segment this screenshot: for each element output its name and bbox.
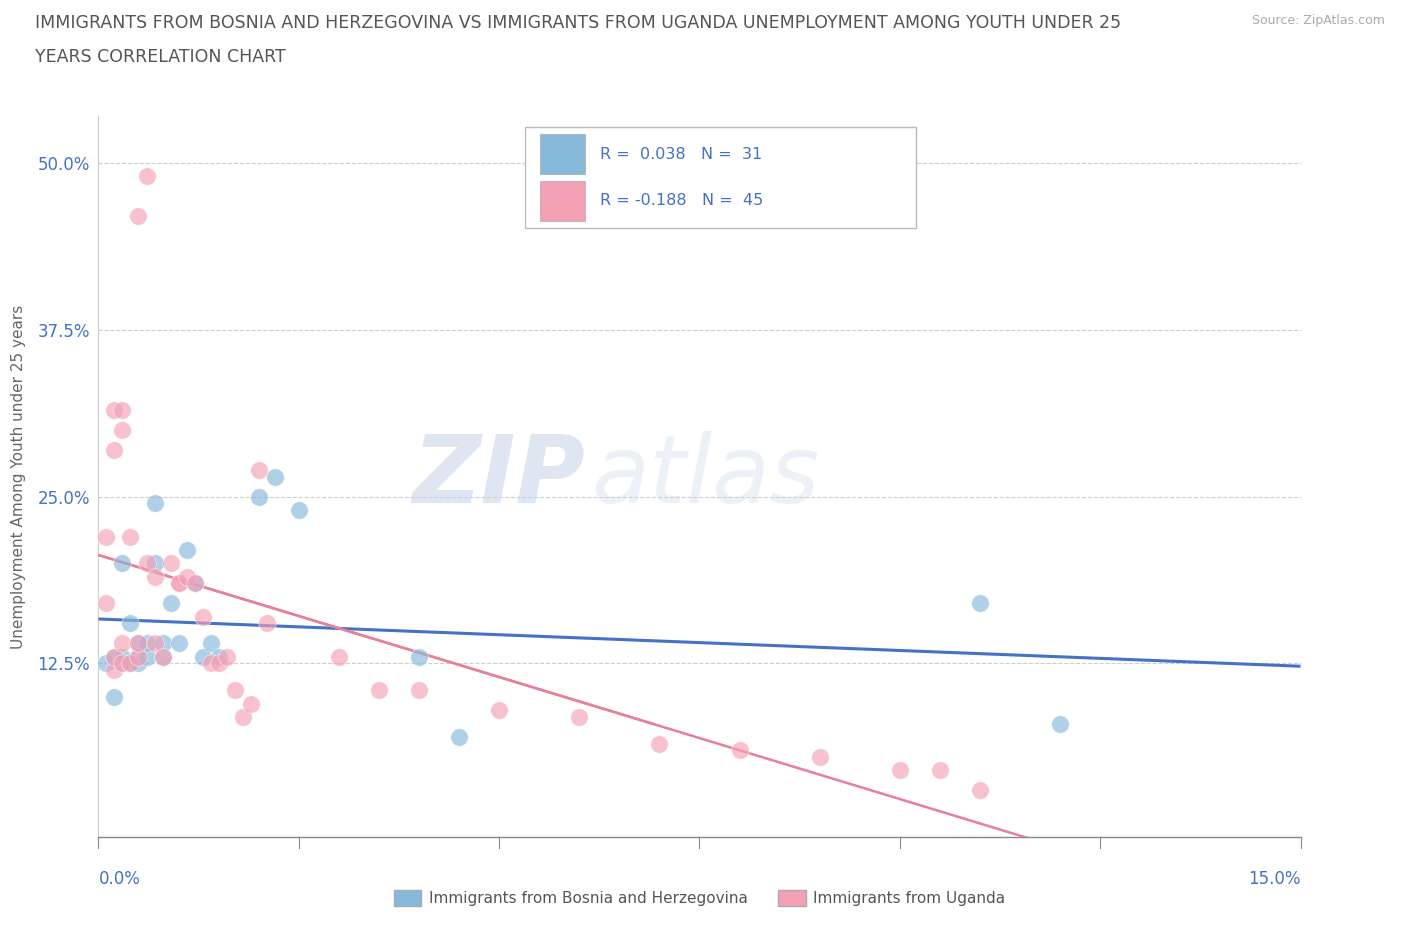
Point <box>176 569 198 584</box>
Point <box>183 576 205 591</box>
Point <box>152 649 174 664</box>
Point <box>200 636 222 651</box>
Legend: Immigrants from Bosnia and Herzegovina, Immigrants from Uganda: Immigrants from Bosnia and Herzegovina, … <box>388 884 1011 912</box>
FancyBboxPatch shape <box>526 127 915 228</box>
Point <box>247 489 270 504</box>
FancyBboxPatch shape <box>540 181 585 220</box>
Point <box>215 649 238 664</box>
Point <box>103 443 125 458</box>
Text: YEARS CORRELATION CHART: YEARS CORRELATION CHART <box>35 48 285 66</box>
Point <box>191 609 214 624</box>
Point <box>208 656 231 671</box>
Point <box>111 403 134 418</box>
Point <box>889 763 911 777</box>
Point <box>408 649 430 664</box>
Point <box>111 656 134 671</box>
Point <box>128 209 150 224</box>
Point <box>208 649 231 664</box>
Point <box>176 542 198 557</box>
Point <box>135 636 157 651</box>
Point <box>969 596 991 611</box>
Point <box>128 636 150 651</box>
Point <box>143 636 166 651</box>
Point <box>111 422 134 437</box>
Point <box>288 502 311 517</box>
Point <box>111 636 134 651</box>
Point <box>159 556 181 571</box>
Point <box>120 656 142 671</box>
Point <box>256 616 278 631</box>
Y-axis label: Unemployment Among Youth under 25 years: Unemployment Among Youth under 25 years <box>11 304 27 649</box>
Point <box>808 750 831 764</box>
Point <box>328 649 350 664</box>
Text: IMMIGRANTS FROM BOSNIA AND HERZEGOVINA VS IMMIGRANTS FROM UGANDA UNEMPLOYMENT AM: IMMIGRANTS FROM BOSNIA AND HERZEGOVINA V… <box>35 14 1121 32</box>
Text: Source: ZipAtlas.com: Source: ZipAtlas.com <box>1251 14 1385 27</box>
Point <box>447 729 470 744</box>
Point <box>568 710 591 724</box>
Point <box>128 649 150 664</box>
Point <box>135 169 157 184</box>
Text: R =  0.038   N =  31: R = 0.038 N = 31 <box>600 147 762 162</box>
Point <box>120 656 142 671</box>
Point <box>143 556 166 571</box>
Point <box>103 663 125 678</box>
Point <box>183 576 205 591</box>
Point <box>120 529 142 544</box>
Point <box>128 649 150 664</box>
Point <box>120 616 142 631</box>
Point <box>111 556 134 571</box>
Point <box>111 656 134 671</box>
Point <box>152 649 174 664</box>
Point <box>191 649 214 664</box>
Point <box>103 689 125 704</box>
Point <box>368 683 391 698</box>
Point <box>1049 716 1071 731</box>
Point <box>247 462 270 477</box>
Point <box>929 763 952 777</box>
Point <box>232 710 254 724</box>
Point <box>728 743 751 758</box>
Point <box>143 569 166 584</box>
Point <box>648 737 671 751</box>
Point <box>167 576 190 591</box>
Point <box>96 596 118 611</box>
Point <box>167 636 190 651</box>
Point <box>135 556 157 571</box>
Point <box>143 496 166 511</box>
Point <box>128 656 150 671</box>
Point <box>103 649 125 664</box>
Point <box>103 649 125 664</box>
Point <box>263 469 285 484</box>
Point <box>96 529 118 544</box>
Point <box>224 683 246 698</box>
Point <box>96 656 118 671</box>
Point <box>408 683 430 698</box>
Text: atlas: atlas <box>592 432 820 522</box>
Text: ZIP: ZIP <box>412 431 585 523</box>
Point <box>152 636 174 651</box>
Text: 0.0%: 0.0% <box>98 870 141 888</box>
Point <box>111 649 134 664</box>
Point <box>969 783 991 798</box>
Point <box>167 576 190 591</box>
Point <box>128 636 150 651</box>
Point <box>488 703 510 718</box>
Text: R = -0.188   N =  45: R = -0.188 N = 45 <box>600 193 763 208</box>
Point <box>200 656 222 671</box>
Point <box>239 696 262 711</box>
Point <box>135 649 157 664</box>
Point <box>103 403 125 418</box>
Point <box>159 596 181 611</box>
Text: 15.0%: 15.0% <box>1249 870 1301 888</box>
FancyBboxPatch shape <box>540 135 585 174</box>
